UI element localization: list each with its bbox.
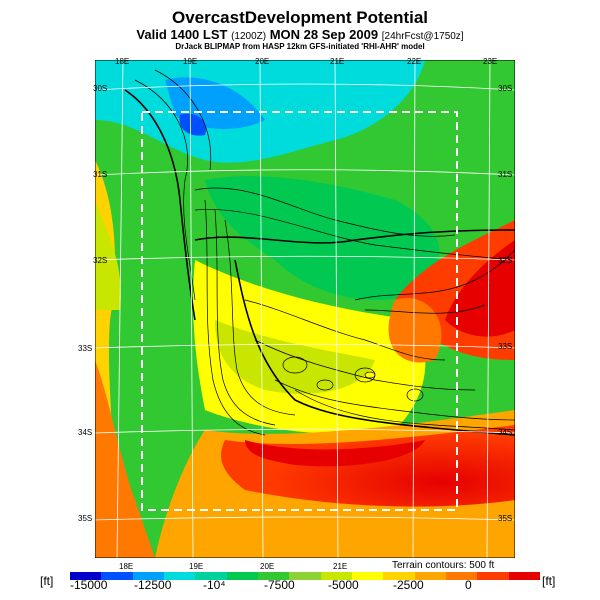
color-scale-bar bbox=[70, 572, 540, 580]
color-scale-swatch bbox=[226, 572, 258, 580]
southwest-zone bbox=[95, 360, 155, 558]
lon-label-bottom: 19E bbox=[189, 562, 204, 571]
color-scale-swatch bbox=[70, 572, 102, 580]
valid-prefix: Valid 1400 LST bbox=[136, 27, 228, 42]
chart-title: OvercastDevelopment Potential bbox=[171, 8, 429, 27]
lon-label-top: 22E bbox=[407, 57, 422, 66]
lon-label-top: 18E bbox=[115, 57, 130, 66]
east-orange-cell bbox=[388, 298, 442, 363]
color-scale-swatch bbox=[289, 572, 321, 580]
lon-label-bottom: 21E bbox=[333, 562, 348, 571]
lat-lon-grid bbox=[95, 60, 515, 558]
lat-label-left: 32S bbox=[93, 256, 108, 265]
lat-label-right: 31S bbox=[498, 170, 513, 179]
model-source: DrJack BLIPMAP from HASP 12km GFS-initia… bbox=[175, 42, 425, 51]
color-scale-swatch bbox=[195, 572, 227, 580]
valid-time: Valid 1400 LST (1200Z) MON 28 Sep 2009 [… bbox=[0, 27, 600, 42]
color-scale-swatch bbox=[257, 572, 290, 580]
lon-label-top: 23E bbox=[483, 57, 498, 66]
lat-label-right: 34S bbox=[498, 428, 513, 437]
south-red-zone bbox=[221, 425, 515, 507]
unit-label-left: [ft] bbox=[40, 574, 54, 588]
lat-label-left: 33S bbox=[78, 344, 93, 353]
color-scale-swatch bbox=[163, 572, 196, 580]
forecast-info: [24hrFcst@1750z] bbox=[381, 31, 464, 42]
scale-tick-label: -7500 bbox=[264, 578, 295, 592]
scale-tick-label: -2500 bbox=[393, 578, 424, 592]
lat-label-left: 34S bbox=[78, 428, 93, 437]
lat-label-left: 35S bbox=[78, 514, 93, 523]
color-scale-swatch bbox=[445, 572, 478, 580]
lat-label-right: 30S bbox=[498, 84, 513, 93]
color-scale-swatch bbox=[101, 572, 133, 580]
color-scale-swatch bbox=[320, 572, 352, 580]
color-scale-swatch bbox=[477, 572, 509, 580]
lon-label-top: 21E bbox=[330, 57, 345, 66]
lon-label-top: 19E bbox=[183, 57, 198, 66]
inner-domain-box bbox=[141, 111, 458, 511]
color-scale-swatch bbox=[508, 572, 540, 580]
west-light-zone bbox=[95, 200, 121, 310]
lat-label-left: 30S bbox=[93, 84, 108, 93]
scale-tick-label: 0 bbox=[465, 578, 472, 592]
scale-tick-label: -15000 bbox=[70, 578, 108, 592]
scale-tick-label: -12500 bbox=[134, 578, 172, 592]
color-scale-swatch bbox=[351, 572, 384, 580]
color-scale-swatch bbox=[132, 572, 164, 580]
lat-label-right: 35S bbox=[498, 514, 513, 523]
central-green-zone bbox=[205, 176, 440, 300]
map-graphic bbox=[95, 60, 515, 558]
forecast-map: 18E 19E 20E 21E 22E 23E 18E 19E 20E 21E … bbox=[78, 57, 515, 571]
deep-blue-cell bbox=[179, 113, 206, 136]
south-deep-red-cell bbox=[245, 440, 425, 467]
lon-label-top: 20E bbox=[255, 57, 270, 66]
color-scale-ticks: -15000 -12500 -10⁴ -7500 -5000 -2500 0 bbox=[55, 578, 555, 594]
lat-label-left: 31S bbox=[93, 170, 108, 179]
lon-label-bottom: 20E bbox=[260, 562, 275, 571]
valid-utc: (1200Z) bbox=[231, 31, 267, 42]
lon-label-bottom: 18E bbox=[119, 562, 134, 571]
color-scale-swatch bbox=[414, 572, 446, 580]
valid-date: MON 28 Sep 2009 bbox=[269, 27, 379, 42]
color-scale-swatch bbox=[383, 572, 415, 580]
lat-label-right: 33S bbox=[498, 342, 513, 351]
scale-tick-label: -5000 bbox=[328, 578, 359, 592]
terrain-contour-note: Terrain contours: 500 ft bbox=[392, 560, 495, 571]
unit-label-right: [ft] bbox=[542, 574, 556, 588]
east-deep-red-zone bbox=[445, 240, 515, 337]
scale-tick-label: -10⁴ bbox=[203, 578, 226, 592]
lat-label-right: 32S bbox=[498, 256, 513, 265]
